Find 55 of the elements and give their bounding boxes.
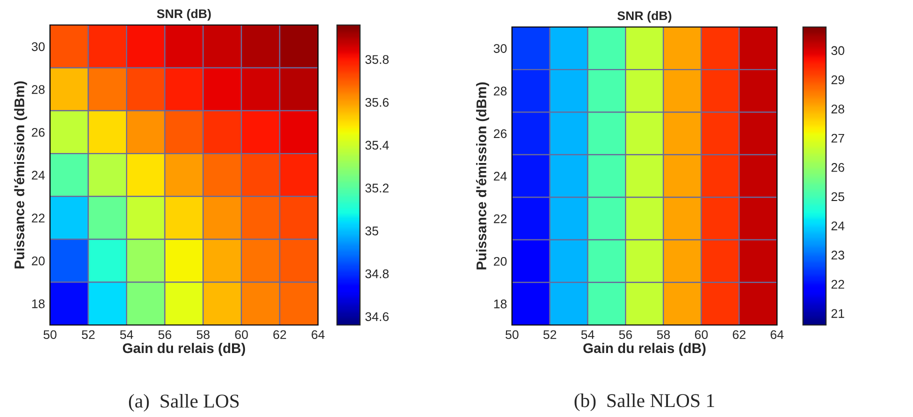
text: (a) Salle LOS [128, 394, 239, 412]
x-tick-label: 50 [506, 330, 518, 340]
chart-title: SNR (dB) [617, 10, 672, 23]
y-tick-label: 28 [494, 86, 507, 96]
y-axis-title: Puissance d'émission (dBm) [14, 81, 28, 268]
x-axis-title: Gain du relais (dB) [583, 342, 706, 356]
y-axis-title: Puissance d'émission (dBm) [476, 82, 490, 270]
color-bar-label: 28 [831, 104, 844, 114]
color-bar-label: 34.8 [365, 269, 389, 278]
x-tick-label: 58 [656, 330, 670, 340]
x-tick-label: 52 [82, 330, 95, 340]
x-tick-label: 60 [694, 330, 708, 340]
y-tick-label: 28 [32, 85, 45, 94]
chart-title: SNR (dB) [156, 8, 211, 21]
x-tick-label: 52 [543, 330, 556, 340]
color-bar-label: 34.6 [365, 312, 389, 322]
y-tick-label: 20 [32, 256, 45, 266]
x-tick-label: 54 [120, 330, 134, 340]
color-bar-label: 29 [831, 75, 844, 84]
x-tick-label: 54 [581, 330, 594, 340]
color-bar-label: 35 [365, 226, 378, 236]
y-tick-label: 24 [494, 172, 507, 181]
y-tick-label: 30 [494, 44, 507, 53]
color-bar-label: 26 [831, 163, 844, 172]
x-tick-label: 64 [770, 330, 784, 340]
color-bar-label: 22 [831, 280, 844, 289]
x-axis-title: Gain du relais (dB) [122, 342, 246, 356]
x-tick-label: 64 [312, 330, 325, 340]
y-tick-label: 18 [494, 300, 507, 308]
color-bar-label: 35.4 [365, 140, 389, 150]
y-tick-label: 26 [32, 128, 45, 137]
color-bar-label: 35.8 [365, 55, 389, 64]
y-tick-label: 18 [32, 299, 45, 308]
x-tick-label: 62 [273, 330, 286, 340]
y-tick-label: 22 [32, 214, 45, 222]
color-bar-label: 27 [831, 134, 844, 143]
x-tick-label: 60 [235, 330, 248, 340]
color-bar-label: 23 [831, 250, 844, 260]
color-bar-label: 25 [831, 192, 844, 202]
y-tick-label: 26 [494, 129, 507, 138]
x-tick-label: 58 [196, 330, 210, 340]
y-tick-label: 24 [32, 170, 45, 180]
y-tick-label: 30 [32, 42, 45, 52]
x-tick-label: 50 [44, 330, 56, 340]
x-tick-label: 62 [732, 330, 746, 340]
y-tick-label: 20 [494, 256, 507, 266]
color-bar-label: 21 [831, 309, 844, 318]
color-bar-label: 35.6 [365, 98, 389, 107]
x-tick-label: 56 [158, 330, 172, 340]
color-bar-label: 24 [831, 221, 844, 230]
x-tick-label: 56 [619, 330, 632, 340]
text: (b) Salle NLOS 1 [574, 394, 714, 412]
y-tick-label: 22 [494, 214, 507, 224]
color-bar-label: 30 [831, 46, 844, 56]
color-bar-label: 35.2 [365, 184, 389, 193]
